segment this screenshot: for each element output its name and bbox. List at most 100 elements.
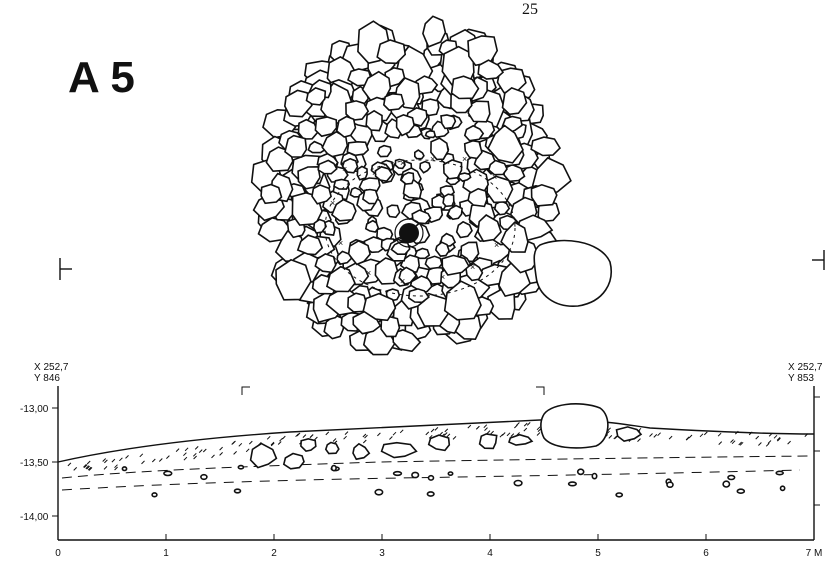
hatch-stroke [88, 467, 93, 471]
hatch-stroke [490, 430, 494, 435]
hatch-stroke [102, 458, 107, 462]
left-coord-y: Y 846 [34, 373, 60, 384]
plan-stone [392, 329, 422, 353]
hatch-stroke [430, 428, 435, 433]
plan-stone [446, 204, 463, 221]
section-pebble [727, 474, 736, 481]
plan-stone [376, 39, 407, 65]
pit-x-marker: × [342, 164, 347, 174]
hatch-stroke [202, 448, 207, 453]
pit-x-marker: × [400, 276, 405, 286]
plan-stone [413, 247, 431, 260]
hatch-stroke [516, 422, 520, 426]
plan-stone [345, 100, 370, 122]
section-pebble [775, 470, 785, 476]
x-tick-label: 0 [55, 548, 61, 559]
y-tick-label: -14,00 [20, 512, 49, 523]
soil-hatching [67, 422, 809, 471]
x-tick-label: 7 M [806, 548, 823, 559]
lower-layer-2 [61, 469, 801, 491]
hatch-stroke [484, 427, 488, 431]
plan-stone [314, 116, 338, 138]
hatch-stroke [668, 435, 673, 440]
hatch-stroke [295, 433, 299, 438]
hatch-stroke [755, 435, 760, 440]
plan-stone [486, 175, 514, 204]
hatch-stroke [446, 433, 451, 438]
section-pebble [513, 479, 523, 487]
plan-stone [314, 253, 337, 274]
central-post [399, 223, 419, 243]
section-pebble [736, 488, 746, 495]
hatch-stroke [114, 464, 118, 469]
hatch-stroke [730, 439, 734, 443]
hatch-stroke [233, 451, 237, 455]
hatch-stroke [718, 441, 723, 445]
hatch-stroke [85, 465, 90, 470]
y-tick-label: -13,50 [20, 458, 49, 469]
section-pebble [722, 480, 731, 488]
plan-stone [463, 124, 485, 142]
plan-stone [430, 137, 450, 161]
section-pebble [330, 464, 337, 472]
plan-stone [283, 89, 313, 118]
hatch-stroke [266, 435, 271, 440]
feature-label: A 5 [68, 53, 135, 102]
hatch-stroke [83, 464, 88, 469]
hatch-stroke [194, 446, 199, 450]
hatch-stroke [776, 436, 781, 441]
large-boulder [533, 239, 612, 307]
section-stone [508, 433, 534, 446]
hatch-stroke [343, 435, 347, 440]
hatch-stroke [389, 436, 393, 440]
plan-stone [374, 165, 394, 183]
plan-stone [414, 149, 425, 160]
hatch-stroke [302, 434, 307, 438]
section-stone [352, 442, 371, 461]
hatch-stroke [219, 452, 223, 456]
hatch-stroke [231, 441, 236, 445]
hatch-stroke [738, 441, 743, 446]
plan-stone [305, 87, 327, 106]
hatch-stroke [270, 442, 275, 447]
hatch-stroke [773, 434, 778, 439]
hatch-stroke [104, 459, 108, 464]
pit-x-marker: × [430, 154, 435, 164]
pit-outline [324, 159, 516, 297]
section-pebble [447, 471, 454, 477]
hatch-stroke [734, 430, 739, 435]
x-ticks [57, 534, 815, 540]
section-stones [121, 426, 786, 498]
plan-stone [463, 139, 483, 160]
section-pebble [411, 471, 420, 479]
hatch-stroke [765, 442, 770, 447]
plan-stone [424, 129, 436, 139]
right-coord-y: Y 853 [788, 373, 814, 384]
hatch-stroke [653, 434, 658, 438]
hatch-stroke [87, 466, 92, 471]
section-pebble [427, 474, 435, 481]
plan-stone [395, 114, 416, 137]
hatch-stroke [608, 435, 613, 439]
plan-stone [455, 220, 473, 239]
plan-stone [330, 198, 357, 222]
plan-stone [493, 200, 511, 216]
section-pebble [163, 470, 173, 477]
hatch-stroke [270, 441, 275, 446]
hatch-stroke [536, 426, 541, 431]
section-corner-left [241, 386, 250, 395]
hatch-stroke [475, 425, 480, 430]
plan-stone [487, 159, 508, 176]
hatch-stroke [184, 447, 189, 452]
pit-x-marker: × [492, 172, 497, 182]
section-pebble [426, 491, 435, 497]
hatch-stroke [425, 431, 430, 436]
hatch-stroke [111, 458, 116, 463]
hatch-stroke [151, 458, 156, 463]
hatch-stroke [377, 432, 381, 437]
hatch-stroke [314, 436, 318, 441]
hatch-stroke [452, 436, 457, 440]
plan-stone [477, 214, 502, 243]
hatch-stroke [125, 455, 129, 459]
